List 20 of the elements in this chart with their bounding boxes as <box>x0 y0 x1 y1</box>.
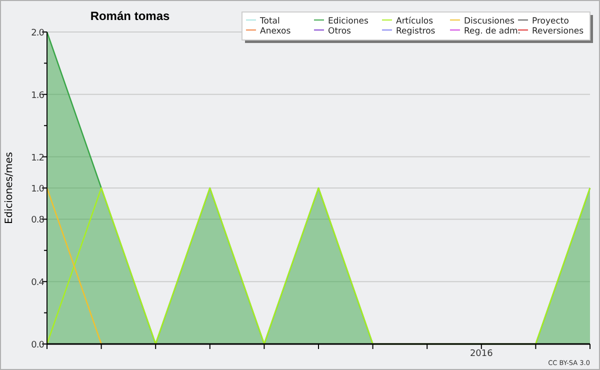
y-tick-label: 0.4 <box>31 278 45 288</box>
y-tick-label: 2.0 <box>31 28 45 38</box>
legend-label: Otros <box>328 26 352 36</box>
legend-label: Anexos <box>260 26 292 36</box>
legend-label: Artículos <box>396 16 434 26</box>
y-tick-label: 0.0 <box>31 340 45 350</box>
y-tick-label: 1.6 <box>31 90 45 101</box>
y-tick-label: 1.0 <box>31 184 45 194</box>
legend-label: Registros <box>396 26 436 36</box>
legend-label: Ediciones <box>328 16 369 26</box>
x-tick-label: 2016 <box>470 349 494 359</box>
legend-label: Discusiones <box>464 16 516 26</box>
chart-title: Román tomas <box>90 9 170 23</box>
y-tick-label: 0.8 <box>31 216 45 226</box>
legend-label: Total <box>259 16 280 26</box>
legend-label: Proyecto <box>532 16 569 26</box>
legend-label: Reg. de adm. <box>464 26 520 36</box>
legend-label: Reversiones <box>532 26 584 36</box>
y-axis-title: Ediciones/mes <box>4 152 15 224</box>
y-tick-label: 1.2 <box>31 153 44 164</box>
